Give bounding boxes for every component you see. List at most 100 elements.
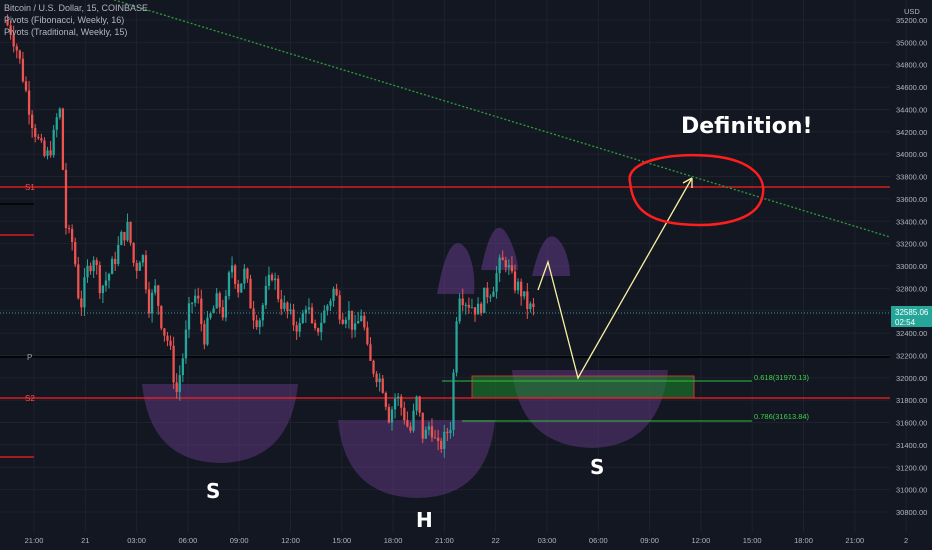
s2-label: S2 [25,394,35,403]
candle-body [507,265,510,268]
price-tick-label: 34600.00 [896,83,927,92]
candle-body [98,265,101,294]
candle-body [498,257,501,274]
candle-body [178,375,181,392]
candle-body [117,244,120,264]
candle-body [21,58,25,82]
price-tick-label: 35000.00 [896,38,927,47]
candle-body [197,295,200,299]
candle-body [64,169,68,229]
candle-body [409,426,412,431]
candle-body [329,300,332,306]
candle-body [347,310,351,320]
price-tick-label: 31800.00 [896,396,927,405]
candle-body [452,372,455,430]
candle-body [138,262,141,271]
fib-618-label: 0.618(31970.13) [754,373,810,382]
candle-body [363,315,366,328]
candle-body [150,292,154,314]
candle-body [510,265,514,272]
head-shape [338,420,495,498]
time-tick-label: 03:00 [538,536,557,545]
price-tick-label: 33000.00 [896,262,927,271]
time-tick-label: 15:00 [743,536,762,545]
candle-body [483,287,486,313]
candle-body [492,291,495,297]
candle-body [237,283,240,293]
candle-body [360,315,363,322]
candle-body [77,264,80,299]
time-tick-label: 21 [81,536,89,545]
candle-body [34,128,37,137]
candle-body [461,298,464,306]
candle-body [172,345,175,383]
candle-body [313,323,317,329]
definition-circle[interactable] [628,153,765,227]
candle-body [424,429,427,439]
candle-body [513,271,517,291]
chart-legend: Bitcoin / U.S. Dollar, 15, COINBASE Pivo… [4,2,148,38]
time-tick-label: 21:00 [845,536,864,545]
candle-body [436,437,440,441]
candle-body [529,303,532,310]
candle-body [467,304,471,308]
fib-zone[interactable] [471,375,695,399]
candle-body [298,323,301,332]
candle-body [61,108,65,170]
candle-body [476,303,480,315]
candle-body [27,90,31,115]
time-tick-label: 15:00 [332,536,351,545]
candle-body [230,265,234,273]
trend-line[interactable] [95,0,891,238]
candle-body [455,321,458,373]
candle-body [9,25,12,35]
candle-body [310,307,314,324]
candle-body [46,150,49,156]
candle-body [12,34,15,47]
candle-body [123,232,126,241]
currency-label: USD [904,7,920,16]
candle-body [163,328,166,336]
candle-body [95,260,98,266]
candle-body [280,299,283,309]
candle-body [101,285,105,294]
price-tick-label: 31000.00 [896,486,927,495]
candle-body [427,426,431,430]
candle-body [384,392,387,407]
candle-body [114,258,117,264]
time-tick-label: 18:00 [384,536,403,545]
indicator-traditional[interactable]: Pivots (Traditional, Weekly, 15) [4,27,128,37]
price-tick-label: 33800.00 [896,173,927,182]
candle-body [449,429,452,434]
indicator-fibonacci[interactable]: Pivots (Fibonacci, Weekly, 16) [4,15,125,25]
price-tick-label: 34200.00 [896,128,927,137]
candle-body [406,420,409,427]
candle-body [357,321,360,324]
time-tick-label: 06:00 [179,536,198,545]
head-label: H [416,508,433,532]
candle-body [532,303,535,308]
candle-body [107,274,111,281]
price-tick-label: 33200.00 [896,240,927,249]
candle-body [184,329,188,359]
candle-body [323,310,326,323]
price-tick-label: 31600.00 [896,419,927,428]
candle-body [218,293,221,308]
candle-body [181,358,184,376]
candle-body [273,278,277,281]
candle-body [440,440,443,449]
definition-text: Definition! [681,114,813,139]
time-axis[interactable]: 21:00 21 03:00 06:00 09:00 12:00 15:00 18:00 21:… [25,536,909,545]
candle-body [209,313,212,318]
candle-body [132,242,135,263]
symbol-title: Bitcoin / U.S. Dollar, 15, COINBASE [4,3,149,13]
projection-path[interactable] [537,177,693,380]
candle-body [381,378,384,393]
candle-body [18,50,21,59]
candle-body [233,265,237,284]
time-tick-label: 21:00 [435,536,454,545]
candle-body [523,291,526,297]
price-axis[interactable]: USD 35200.00 35000.00 34800.00 34600.00 3440… [896,7,927,517]
candle-body [270,274,274,281]
